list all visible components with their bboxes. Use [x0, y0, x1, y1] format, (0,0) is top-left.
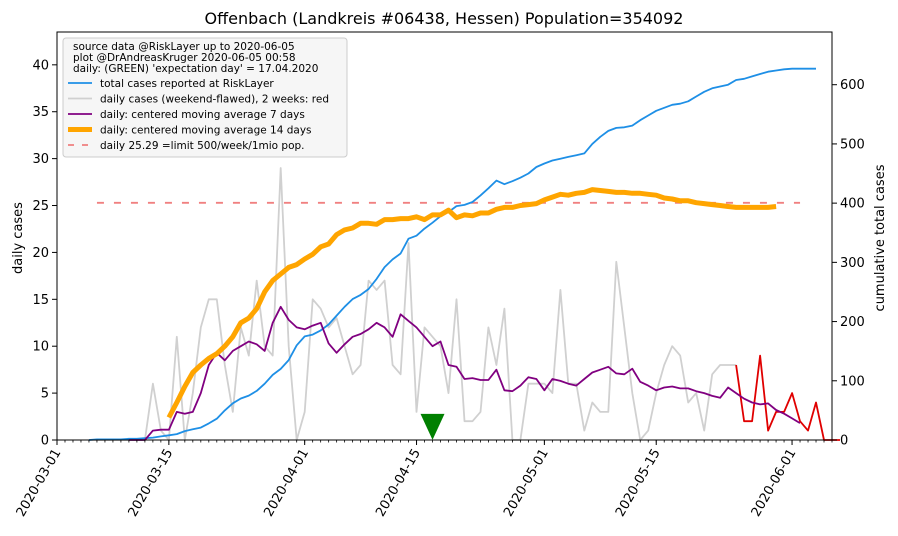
- y-tick-label-left-3: 15: [32, 293, 49, 308]
- series-group: [88, 67, 840, 441]
- y-tick-label-right-5: 500: [840, 137, 865, 152]
- y-tick-label-right-4: 400: [840, 197, 865, 212]
- y-tick-label-right-2: 200: [840, 315, 865, 330]
- legend-note-0: source data @RiskLayer up to 2020-06-05: [73, 41, 295, 53]
- expectation-marker-group: [420, 413, 445, 440]
- y-axis-label-left: daily cases: [11, 202, 26, 274]
- y-tick-label-right-0: 0: [840, 434, 848, 449]
- legend-label-3: daily: centered moving average 14 days: [100, 125, 312, 137]
- plot-frame: [56, 31, 833, 441]
- y-tick-label-right-6: 600: [840, 78, 865, 93]
- y-tick-label-right-1: 100: [840, 374, 865, 389]
- y-tick-label-left-5: 25: [32, 199, 49, 214]
- legend-label-2: daily: centered moving average 7 days: [100, 109, 305, 121]
- legend-label-0: total cases reported at RiskLayer: [100, 78, 274, 90]
- y-tick-label-left-2: 10: [32, 340, 49, 355]
- expectation-marker: [420, 413, 445, 440]
- y-tick-label-left-7: 35: [32, 105, 49, 120]
- series-line-0: [88, 67, 816, 441]
- series-line-2: [735, 354, 840, 441]
- legend: source data @RiskLayer up to 2020-06-05p…: [62, 37, 348, 158]
- series-line-4: [166, 187, 777, 419]
- series-line-1: [89, 167, 737, 441]
- y-axis-label-right: cumulative total cases: [873, 164, 888, 311]
- y-tick-label-left-1: 5: [41, 387, 49, 402]
- legend-label-4: daily 25.29 =limit 500/week/1mio pop.: [100, 140, 305, 152]
- y-tick-label-left-8: 40: [32, 58, 49, 73]
- series-line-3: [128, 305, 801, 441]
- legend-box: [62, 37, 348, 158]
- chart-title: Offenbach (Landkreis #06438, Hessen) Pop…: [205, 9, 684, 28]
- legend-note-2: daily: (GREEN) 'expectation day' = 17.04…: [73, 63, 318, 75]
- y-tick-label-left-4: 20: [32, 246, 49, 261]
- y-tick-label-right-3: 300: [840, 256, 865, 271]
- y-tick-label-left-6: 30: [32, 152, 49, 167]
- y-tick-label-left-0: 0: [41, 434, 49, 449]
- legend-label-1: daily cases (weekend-flawed), 2 weeks: r…: [100, 94, 329, 106]
- legend-note-1: plot @DrAndreasKruger 2020-06-05 00:58: [73, 52, 296, 64]
